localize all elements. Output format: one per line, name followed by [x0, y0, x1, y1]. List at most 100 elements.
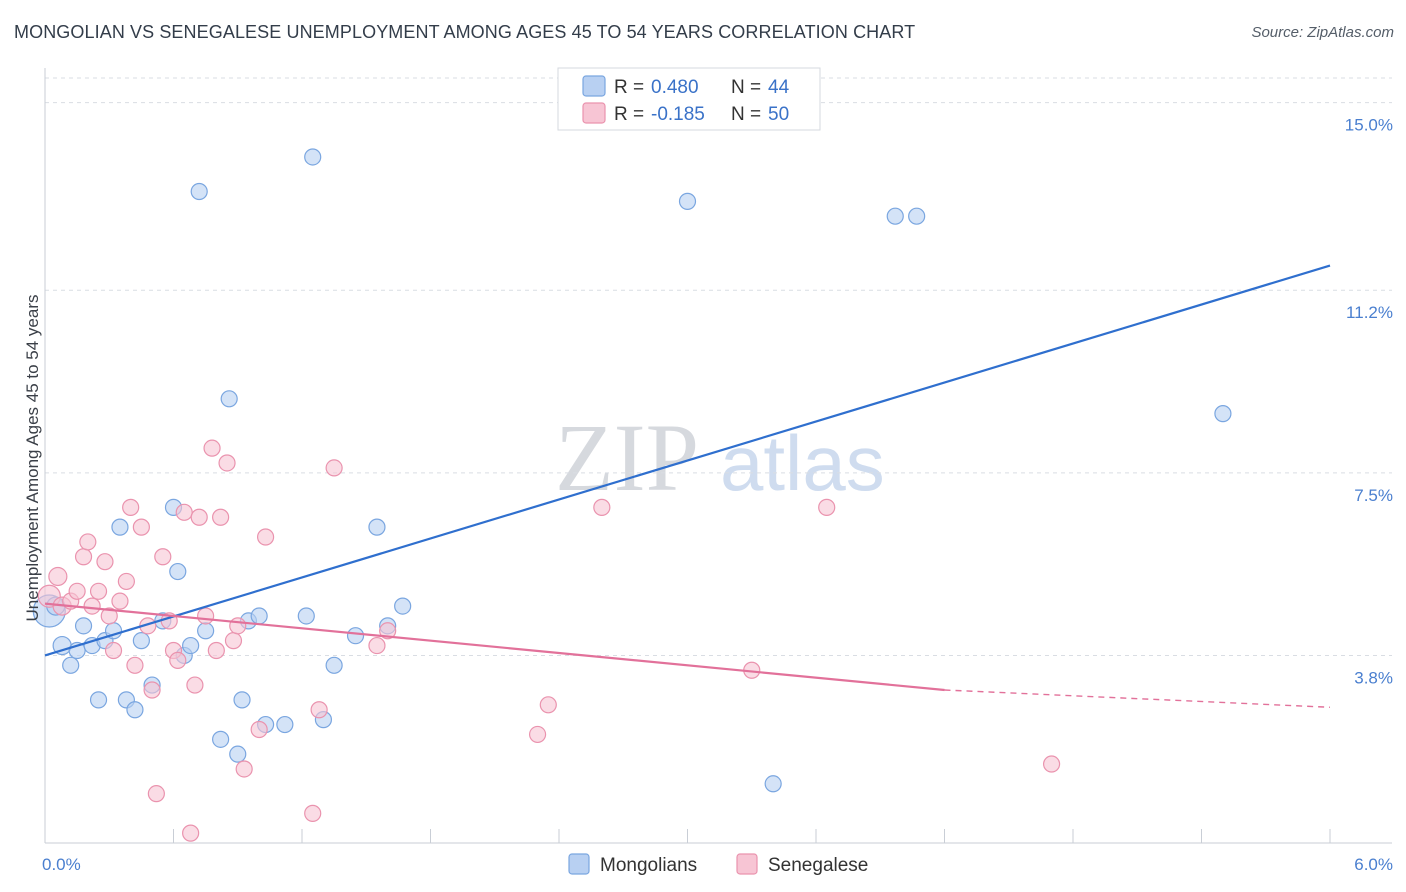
mongolians-point: [233, 691, 251, 709]
senegalese-point: [104, 641, 123, 660]
mongolians-point: [368, 518, 386, 536]
senegalese-point: [154, 548, 172, 566]
senegalese-point: [197, 607, 215, 625]
mongolians-point: [132, 632, 150, 650]
axes: [44, 68, 1392, 844]
legend-r-label: R =: [614, 104, 644, 125]
y-tick-label: 7.5%: [1354, 486, 1393, 505]
y-tick-labels: 3.8% 7.5% 11.2% 15.0%: [1345, 116, 1393, 688]
senegalese-point: [132, 518, 150, 536]
mongolians-point: [89, 691, 108, 709]
data-points: [32, 148, 1232, 842]
senegalese-point: [368, 636, 386, 655]
watermark-atlas: atlas: [720, 419, 885, 507]
senegalese-point: [74, 548, 93, 566]
mongolians-point: [197, 622, 215, 640]
senegalese-point: [48, 566, 68, 587]
senegalese-point: [1042, 755, 1061, 773]
y-tick-label: 11.2%: [1346, 303, 1393, 322]
legend-n-value: 50: [768, 104, 789, 125]
senegalese-point: [83, 597, 101, 615]
mongolians-point: [111, 518, 129, 536]
x-tick-labels: 0.0% 6.0%: [42, 855, 1393, 874]
senegalese-point: [593, 498, 611, 516]
y-tick-label: 15.0%: [1345, 116, 1393, 135]
mongolians-point: [394, 597, 412, 615]
senegalese-point: [68, 582, 86, 600]
senegalese-point: [175, 503, 193, 521]
senegalese-point: [169, 651, 187, 669]
senegalese-point: [190, 508, 208, 526]
x-tick-label: 6.0%: [1354, 855, 1393, 874]
mongolians-point: [74, 617, 93, 635]
senegalese-point: [304, 804, 322, 822]
senegalese-point: [207, 641, 225, 660]
mongolians-point: [250, 607, 268, 625]
senegalese-point: [147, 785, 165, 803]
mongolians-point: [229, 745, 247, 763]
mongolians-point: [126, 701, 144, 719]
senegalese-point: [379, 622, 397, 640]
senegalese-point: [212, 508, 230, 526]
mongolians-point: [908, 207, 926, 225]
senegalese-point: [528, 725, 547, 744]
mongolians-point: [764, 775, 782, 793]
watermark: ZIP atlas: [555, 404, 885, 511]
senegalese-point: [229, 617, 247, 635]
x-tick-label: 0.0%: [42, 855, 81, 874]
mongolians-point: [678, 192, 697, 210]
mongolians-point: [182, 636, 200, 655]
bottom-legend-swatch-mongolians: [568, 853, 590, 875]
y-tick-label: 3.8%: [1354, 668, 1393, 687]
senegalese-point: [96, 553, 114, 571]
senegalese-trend-line: [44, 602, 945, 692]
bottom-legend-swatch-senegalese: [736, 853, 758, 875]
senegalese-trend-line-extrapolated: [944, 689, 1331, 708]
y-axis-label: Unemployment Among Ages 45 to 54 years: [23, 295, 42, 622]
mongolians-point: [1214, 405, 1232, 423]
senegalese-point: [111, 592, 129, 610]
senegalese-point: [539, 696, 557, 714]
source-credit: Source: ZipAtlas.com: [1251, 24, 1394, 41]
senegalese-point: [256, 528, 275, 546]
mongolians-point: [325, 656, 343, 674]
senegalese-point: [100, 607, 118, 625]
legend-r-value: 0.480: [651, 77, 699, 98]
mongolians-point: [297, 607, 315, 625]
chart-title: MONGOLIAN VS SENEGALESE UNEMPLOYMENT AMO…: [14, 22, 916, 42]
mongolians-point: [62, 656, 80, 674]
legend-r-value: -0.185: [651, 104, 705, 125]
gridlines: [45, 77, 1392, 656]
mongolians-point: [276, 715, 294, 734]
senegalese-point: [310, 701, 328, 719]
senegalese-point: [186, 676, 204, 694]
senegalese-point: [235, 760, 253, 778]
bottom-legend: Mongolians Senegalese: [568, 853, 868, 876]
mongolians-point: [220, 390, 238, 408]
senegalese-point: [79, 533, 97, 551]
senegalese-point: [117, 572, 135, 591]
legend: R = 0.480 N = 44 R = -0.185 N = 50: [557, 67, 821, 131]
legend-n-label: N =: [731, 77, 761, 98]
senegalese-point: [122, 498, 140, 516]
senegalese-point: [89, 582, 108, 600]
senegalese-point: [218, 454, 236, 472]
mongolians-point: [304, 148, 322, 166]
legend-r-label: R =: [614, 77, 644, 98]
senegalese-point: [143, 681, 161, 699]
bottom-legend-senegalese: Senegalese: [768, 855, 868, 876]
senegalese-point: [203, 439, 221, 457]
senegalese-point: [224, 632, 243, 650]
legend-n-label: N =: [731, 104, 761, 125]
senegalese-point: [250, 720, 268, 739]
mongolians-point: [190, 182, 208, 201]
legend-swatch-senegalese: [582, 102, 606, 124]
senegalese-point: [818, 498, 836, 516]
mongolians-point: [169, 562, 187, 581]
senegalese-point: [182, 824, 200, 842]
senegalese-point: [325, 459, 343, 477]
bottom-legend-mongolians: Mongolians: [600, 855, 697, 876]
trend-lines: [44, 264, 1331, 708]
legend-swatch-mongolians: [582, 75, 606, 97]
